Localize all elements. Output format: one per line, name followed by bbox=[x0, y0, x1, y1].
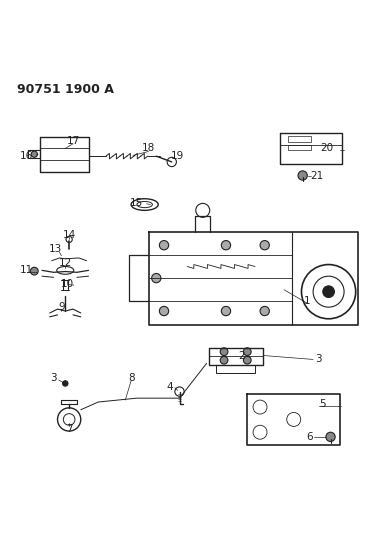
Text: 12: 12 bbox=[58, 257, 72, 268]
Text: 4: 4 bbox=[167, 382, 173, 392]
Circle shape bbox=[152, 273, 161, 283]
Text: 13: 13 bbox=[49, 244, 62, 254]
Text: 90751 1900 A: 90751 1900 A bbox=[17, 83, 114, 95]
Circle shape bbox=[222, 240, 230, 250]
Text: 17: 17 bbox=[66, 136, 80, 146]
Text: 7: 7 bbox=[66, 424, 73, 434]
Circle shape bbox=[260, 240, 269, 250]
Text: 1: 1 bbox=[304, 296, 310, 306]
Circle shape bbox=[160, 306, 168, 316]
Text: 9: 9 bbox=[58, 302, 65, 312]
Text: 3: 3 bbox=[316, 354, 322, 365]
Text: 3: 3 bbox=[50, 373, 57, 383]
Circle shape bbox=[31, 151, 37, 157]
Text: 11: 11 bbox=[20, 265, 33, 276]
Circle shape bbox=[243, 348, 251, 356]
Text: 20: 20 bbox=[320, 143, 333, 154]
Circle shape bbox=[260, 306, 269, 316]
Circle shape bbox=[323, 286, 334, 297]
Circle shape bbox=[243, 357, 251, 364]
Circle shape bbox=[220, 357, 228, 364]
Text: 8: 8 bbox=[128, 373, 135, 383]
Circle shape bbox=[160, 240, 168, 250]
Circle shape bbox=[30, 267, 38, 275]
Text: 14: 14 bbox=[62, 230, 76, 240]
Bar bbox=[288, 136, 311, 142]
Circle shape bbox=[220, 348, 228, 356]
Text: 5: 5 bbox=[319, 399, 326, 409]
Text: 16: 16 bbox=[20, 151, 33, 161]
Text: 10: 10 bbox=[61, 279, 74, 289]
Text: 21: 21 bbox=[310, 171, 324, 181]
Circle shape bbox=[222, 306, 230, 316]
Circle shape bbox=[298, 171, 307, 180]
Bar bbox=[288, 144, 311, 150]
Text: 19: 19 bbox=[171, 151, 184, 161]
Text: 2: 2 bbox=[238, 351, 245, 360]
Text: 18: 18 bbox=[142, 143, 155, 154]
Circle shape bbox=[62, 381, 68, 386]
Circle shape bbox=[326, 432, 335, 441]
Text: 6: 6 bbox=[306, 432, 312, 442]
Text: 15: 15 bbox=[130, 198, 144, 208]
